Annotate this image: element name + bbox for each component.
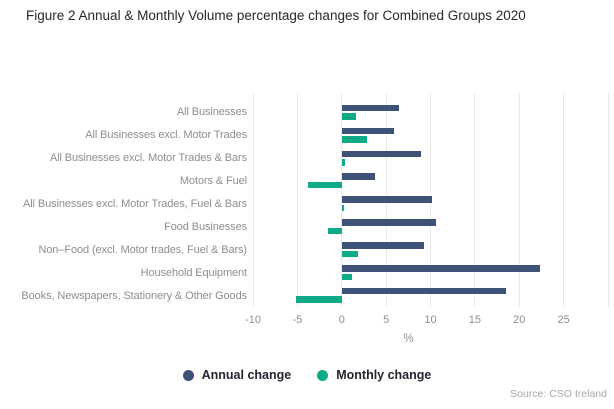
x-tick-label: 15: [468, 314, 481, 326]
legend-item-monthly: Monthly change: [317, 368, 431, 382]
x-axis-tick-labels: -10 -5 0 5 10 15 20 25: [0, 314, 614, 328]
y-axis-category-labels: All Businesses All Businesses excl. Motor…: [0, 93, 247, 307]
legend-label-monthly: Monthly change: [336, 368, 432, 382]
legend-label-annual: Annual change: [201, 368, 292, 382]
bar-monthly: [341, 273, 353, 280]
bar-monthly: [341, 136, 367, 143]
category-label: Household Equipment: [140, 266, 247, 279]
gridline: [518, 93, 520, 307]
legend: Annual change Monthly change: [0, 368, 614, 382]
x-tick-label: 25: [557, 314, 570, 326]
category-label: Motors & Fuel: [179, 175, 247, 187]
bar-monthly: [295, 296, 342, 303]
gridline: [296, 93, 298, 307]
chart-title: Figure 2 Annual & Monthly Volume percent…: [26, 8, 526, 23]
legend-item-annual: Annual change: [182, 368, 292, 382]
bar-monthly: [308, 181, 342, 189]
category-label: Food Businesses: [164, 220, 247, 233]
bar-annual: [341, 150, 421, 157]
category-label: Books, Newspapers, Stationery & Other Go…: [21, 289, 247, 302]
bar-annual: [341, 242, 425, 249]
bar-annual: [341, 127, 395, 135]
source-credit: Source: CSO Ireland: [510, 388, 607, 400]
category-label: All Businesses excl. Motor Trades, Fuel …: [22, 197, 247, 210]
x-tick-label: 5: [383, 314, 390, 326]
x-tick-label: 0: [338, 314, 345, 326]
bar-monthly: [341, 204, 345, 212]
x-tick-label: 10: [424, 314, 437, 326]
category-label: Non–Food (excl. Motor trades, Fuel & Bar…: [38, 243, 247, 256]
plot-area: [252, 93, 609, 307]
bar-annual: [341, 287, 506, 295]
bar-annual: [341, 219, 436, 226]
gridline: [607, 93, 609, 307]
x-tick-label: -5: [292, 314, 303, 326]
bar-monthly: [328, 227, 342, 235]
gridline: [474, 93, 476, 307]
category-label: All Businesses excl. Motor Trades & Bars: [49, 152, 247, 165]
bar-annual: [341, 173, 376, 180]
annual-change-dot-icon: [182, 369, 194, 381]
x-tick-label: 20: [513, 314, 526, 326]
gridline: [563, 93, 565, 307]
category-label: All Businesses excl. Motor Trades: [85, 129, 247, 142]
x-axis-label: %: [403, 333, 414, 345]
gridline: [252, 93, 254, 307]
bar-annual: [341, 196, 433, 203]
monthly-change-dot-icon: [317, 369, 329, 381]
x-tick-label: -10: [245, 314, 261, 326]
category-label: All Businesses: [176, 106, 247, 119]
bar-annual: [341, 265, 540, 272]
bar-monthly: [341, 113, 356, 120]
bar-monthly: [341, 159, 346, 166]
bar-monthly: [341, 250, 358, 258]
bar-annual: [341, 104, 400, 112]
